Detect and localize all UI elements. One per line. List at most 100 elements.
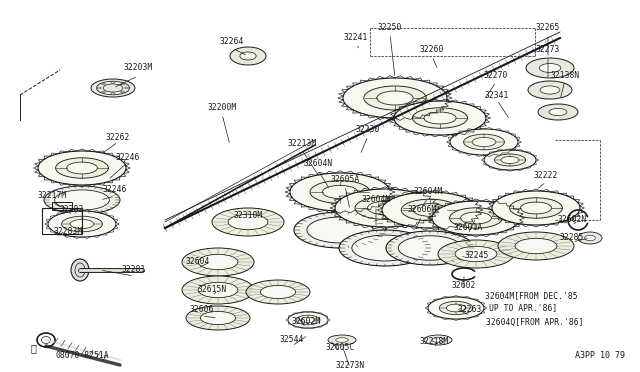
Ellipse shape — [438, 240, 514, 268]
Text: 32601A: 32601A — [453, 224, 483, 232]
Ellipse shape — [540, 64, 561, 73]
Text: 08070-8251A: 08070-8251A — [55, 352, 109, 360]
Text: 32605C: 32605C — [325, 343, 355, 353]
Text: 32200M: 32200M — [207, 103, 237, 112]
Ellipse shape — [463, 134, 504, 150]
Ellipse shape — [528, 81, 572, 99]
Ellipse shape — [367, 201, 403, 215]
Text: 32606: 32606 — [190, 305, 214, 314]
Ellipse shape — [412, 108, 468, 128]
Ellipse shape — [186, 306, 250, 330]
Text: 32265: 32265 — [536, 23, 560, 32]
Ellipse shape — [67, 162, 97, 174]
Ellipse shape — [323, 185, 358, 199]
Ellipse shape — [584, 235, 595, 241]
Ellipse shape — [61, 216, 102, 232]
Text: 32203M: 32203M — [124, 64, 152, 73]
Ellipse shape — [461, 212, 492, 224]
Ellipse shape — [310, 180, 370, 203]
Ellipse shape — [121, 83, 125, 85]
Ellipse shape — [260, 285, 296, 299]
Ellipse shape — [386, 231, 474, 265]
Text: 32606M: 32606M — [408, 205, 436, 215]
Ellipse shape — [336, 338, 348, 342]
Ellipse shape — [54, 190, 109, 210]
Text: 32281: 32281 — [122, 266, 146, 275]
Ellipse shape — [424, 112, 456, 124]
Text: 32241: 32241 — [344, 33, 368, 42]
Ellipse shape — [97, 87, 101, 89]
Text: 32273N: 32273N — [335, 362, 365, 371]
Ellipse shape — [520, 202, 552, 214]
Ellipse shape — [228, 214, 268, 230]
Text: 32213M: 32213M — [287, 140, 317, 148]
Text: A3PP 10 79: A3PP 10 79 — [575, 351, 625, 360]
Ellipse shape — [296, 315, 320, 325]
Ellipse shape — [377, 91, 413, 105]
Text: 32283M: 32283M — [53, 228, 83, 237]
Text: 32604N: 32604N — [303, 160, 333, 169]
Ellipse shape — [364, 86, 426, 110]
Text: 32604Q[FROM APR.'86]: 32604Q[FROM APR.'86] — [486, 317, 584, 327]
Ellipse shape — [56, 158, 108, 178]
Text: 32263: 32263 — [458, 305, 482, 314]
Ellipse shape — [428, 297, 484, 319]
Ellipse shape — [343, 78, 447, 118]
Text: 32273: 32273 — [536, 45, 560, 55]
Text: 32605A: 32605A — [330, 176, 360, 185]
Text: 32250: 32250 — [378, 23, 402, 32]
Text: 32246: 32246 — [116, 154, 140, 163]
Ellipse shape — [515, 238, 557, 254]
Text: 32285: 32285 — [560, 234, 584, 243]
Ellipse shape — [198, 282, 238, 298]
Ellipse shape — [182, 276, 254, 304]
Ellipse shape — [71, 259, 89, 281]
Text: 32602: 32602 — [452, 280, 476, 289]
Text: 32217M: 32217M — [37, 192, 67, 201]
Ellipse shape — [103, 84, 123, 92]
Ellipse shape — [111, 93, 115, 94]
Ellipse shape — [549, 108, 567, 116]
Ellipse shape — [540, 86, 560, 94]
Ellipse shape — [111, 81, 115, 83]
Bar — [42, 208, 82, 234]
Ellipse shape — [212, 208, 284, 236]
Ellipse shape — [509, 198, 563, 218]
Ellipse shape — [494, 154, 525, 166]
Ellipse shape — [538, 104, 578, 120]
Ellipse shape — [290, 173, 390, 211]
Text: 32138N: 32138N — [550, 71, 580, 80]
Ellipse shape — [450, 129, 518, 155]
Text: 32222: 32222 — [534, 171, 558, 180]
Ellipse shape — [48, 211, 116, 237]
Ellipse shape — [424, 335, 452, 345]
Ellipse shape — [44, 186, 120, 214]
Text: 32262: 32262 — [106, 134, 130, 142]
Text: 32604M[FROM DEC.'85: 32604M[FROM DEC.'85 — [484, 292, 577, 301]
Ellipse shape — [301, 317, 315, 323]
Text: 32604M: 32604M — [413, 187, 443, 196]
Ellipse shape — [101, 83, 106, 85]
Ellipse shape — [401, 199, 459, 221]
Text: 32615N: 32615N — [197, 285, 227, 295]
Ellipse shape — [38, 151, 126, 185]
Ellipse shape — [413, 204, 447, 216]
Text: 32260: 32260 — [420, 45, 444, 55]
Ellipse shape — [339, 230, 431, 266]
Ellipse shape — [498, 232, 574, 260]
Ellipse shape — [246, 280, 310, 304]
Ellipse shape — [394, 101, 486, 135]
Ellipse shape — [398, 236, 461, 260]
Ellipse shape — [198, 254, 238, 270]
Ellipse shape — [335, 189, 435, 227]
Ellipse shape — [101, 91, 106, 93]
Ellipse shape — [294, 212, 386, 248]
Text: 32602N: 32602N — [557, 215, 587, 224]
Ellipse shape — [355, 196, 415, 219]
Text: 32341: 32341 — [485, 92, 509, 100]
Text: 32246: 32246 — [103, 186, 127, 195]
Ellipse shape — [526, 58, 574, 78]
Ellipse shape — [91, 79, 135, 97]
Text: 32544: 32544 — [280, 336, 304, 344]
Text: 32282: 32282 — [60, 205, 84, 215]
